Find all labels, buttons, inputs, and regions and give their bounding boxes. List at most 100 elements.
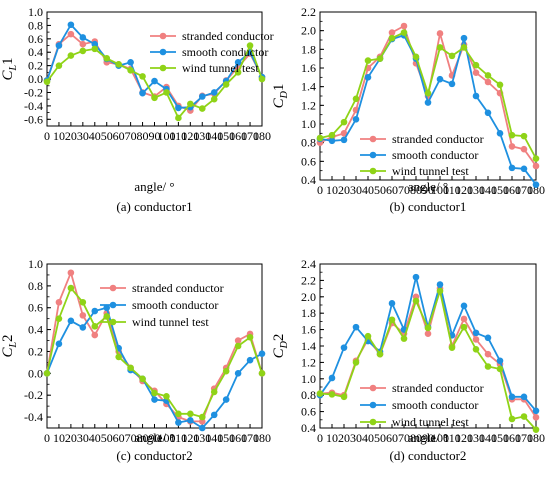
panel-caption: (a) conductor1 xyxy=(116,199,192,214)
data-point xyxy=(436,287,444,295)
y-tick-label: 1.0 xyxy=(28,5,43,19)
y-axis-label-subscript: L xyxy=(8,342,19,349)
data-point xyxy=(532,155,540,162)
y-tick-label: 0.6 xyxy=(301,154,316,168)
data-point xyxy=(412,53,420,61)
data-point xyxy=(187,100,194,108)
data-point xyxy=(115,61,122,68)
data-point xyxy=(234,370,242,377)
x-tick-label: 70 xyxy=(125,129,137,143)
data-point xyxy=(43,370,51,377)
legend-swatch-marker xyxy=(109,284,117,292)
y-tick-label: 2.0 xyxy=(301,24,316,38)
data-point xyxy=(496,81,504,89)
y-axis-label-main: C xyxy=(271,97,287,108)
chart-panel: 0 10 20 30 40 50 60 70 80 90100110120130140150160… xyxy=(0,257,271,463)
data-point xyxy=(79,298,87,306)
data-point xyxy=(472,61,480,69)
x-axis-label: angle/ ° xyxy=(408,430,448,445)
data-point xyxy=(258,350,266,357)
y-tick-label: -0.2 xyxy=(24,388,43,402)
y-tick-label: 2.0 xyxy=(301,290,316,304)
x-tick-label: 110 xyxy=(170,431,188,445)
data-point xyxy=(234,69,242,76)
y-tick-label: 0.4 xyxy=(28,45,43,59)
data-point xyxy=(103,313,111,320)
y-tick-label: 1.4 xyxy=(301,80,316,94)
x-tick-label: 110 xyxy=(170,129,188,143)
legend-swatch-marker xyxy=(109,318,117,326)
data-point xyxy=(187,417,194,424)
data-point xyxy=(496,365,504,373)
data-point xyxy=(520,393,528,401)
y-axis-label-suffix: 2 xyxy=(0,334,16,342)
data-point xyxy=(340,118,348,126)
data-point xyxy=(127,67,134,74)
x-tick-label: 50 xyxy=(374,183,386,197)
x-axis-label: angle/ ° xyxy=(134,430,174,445)
data-point xyxy=(328,137,336,145)
data-point xyxy=(151,94,158,102)
y-axis-label-main: C xyxy=(0,347,16,358)
data-point xyxy=(55,315,63,322)
data-point xyxy=(246,42,254,49)
y-axis-label: CL2 xyxy=(0,334,19,357)
y-tick-label: 2.2 xyxy=(301,5,316,19)
data-point xyxy=(388,300,396,307)
y-tick-label: 0.4 xyxy=(28,323,43,337)
x-tick-label: 150 xyxy=(491,431,509,445)
data-point xyxy=(376,350,384,358)
x-tick-label: 160 xyxy=(229,129,247,143)
x-tick-label: 20 xyxy=(338,183,350,197)
data-point xyxy=(448,344,456,351)
data-point xyxy=(508,164,516,172)
y-tick-label: -0.4 xyxy=(24,99,43,113)
data-point xyxy=(472,92,480,100)
legend-swatch-marker xyxy=(369,401,377,409)
x-tick-label: 100 xyxy=(157,431,175,445)
x-tick-label: 180 xyxy=(253,431,271,445)
x-tick-label: 10 xyxy=(326,431,338,445)
y-tick-label: 2.4 xyxy=(301,257,316,271)
legend-label: stranded conductor xyxy=(182,29,274,43)
legend-label: wind tunnel test xyxy=(392,164,469,178)
x-tick-label: 20 xyxy=(65,431,77,445)
data-point xyxy=(67,269,75,277)
y-tick-label: -0.2 xyxy=(24,85,43,99)
y-axis-label-subscript: D xyxy=(279,90,290,99)
x-tick-label: 70 xyxy=(398,183,410,197)
y-tick-label: 1.0 xyxy=(28,257,43,271)
data-point xyxy=(508,143,516,150)
data-point xyxy=(364,57,372,64)
x-tick-label: 130 xyxy=(193,431,211,445)
x-tick-label: 60 xyxy=(113,431,125,445)
x-tick-label: 30 xyxy=(77,129,89,143)
y-axis-label-main: C xyxy=(271,347,287,358)
data-point xyxy=(222,396,230,403)
data-point xyxy=(460,34,468,42)
data-point xyxy=(67,21,75,29)
x-tick-label: 0 xyxy=(317,431,323,445)
legend-label: smooth conductor xyxy=(392,398,478,412)
data-point xyxy=(163,89,170,96)
x-tick-label: 40 xyxy=(362,431,374,445)
x-tick-label: 110 xyxy=(443,431,461,445)
legend-swatch-marker xyxy=(369,151,377,159)
data-point xyxy=(246,333,254,341)
data-point xyxy=(91,331,99,339)
y-tick-label: 1.2 xyxy=(301,98,316,112)
legend-label: stranded conductor xyxy=(132,281,224,295)
data-point xyxy=(532,426,540,433)
data-point xyxy=(400,29,408,36)
data-point xyxy=(79,312,87,319)
data-point xyxy=(484,334,492,342)
y-tick-label: 0.8 xyxy=(301,388,316,402)
y-tick-label: 0.8 xyxy=(28,18,43,32)
data-point xyxy=(484,350,492,358)
y-axis-label-suffix: 2 xyxy=(271,334,287,342)
y-tick-label: 0.0 xyxy=(28,366,43,380)
data-point xyxy=(67,52,75,59)
data-point xyxy=(234,337,242,344)
data-point xyxy=(460,323,468,331)
y-axis-label-suffix: 1 xyxy=(271,84,287,92)
